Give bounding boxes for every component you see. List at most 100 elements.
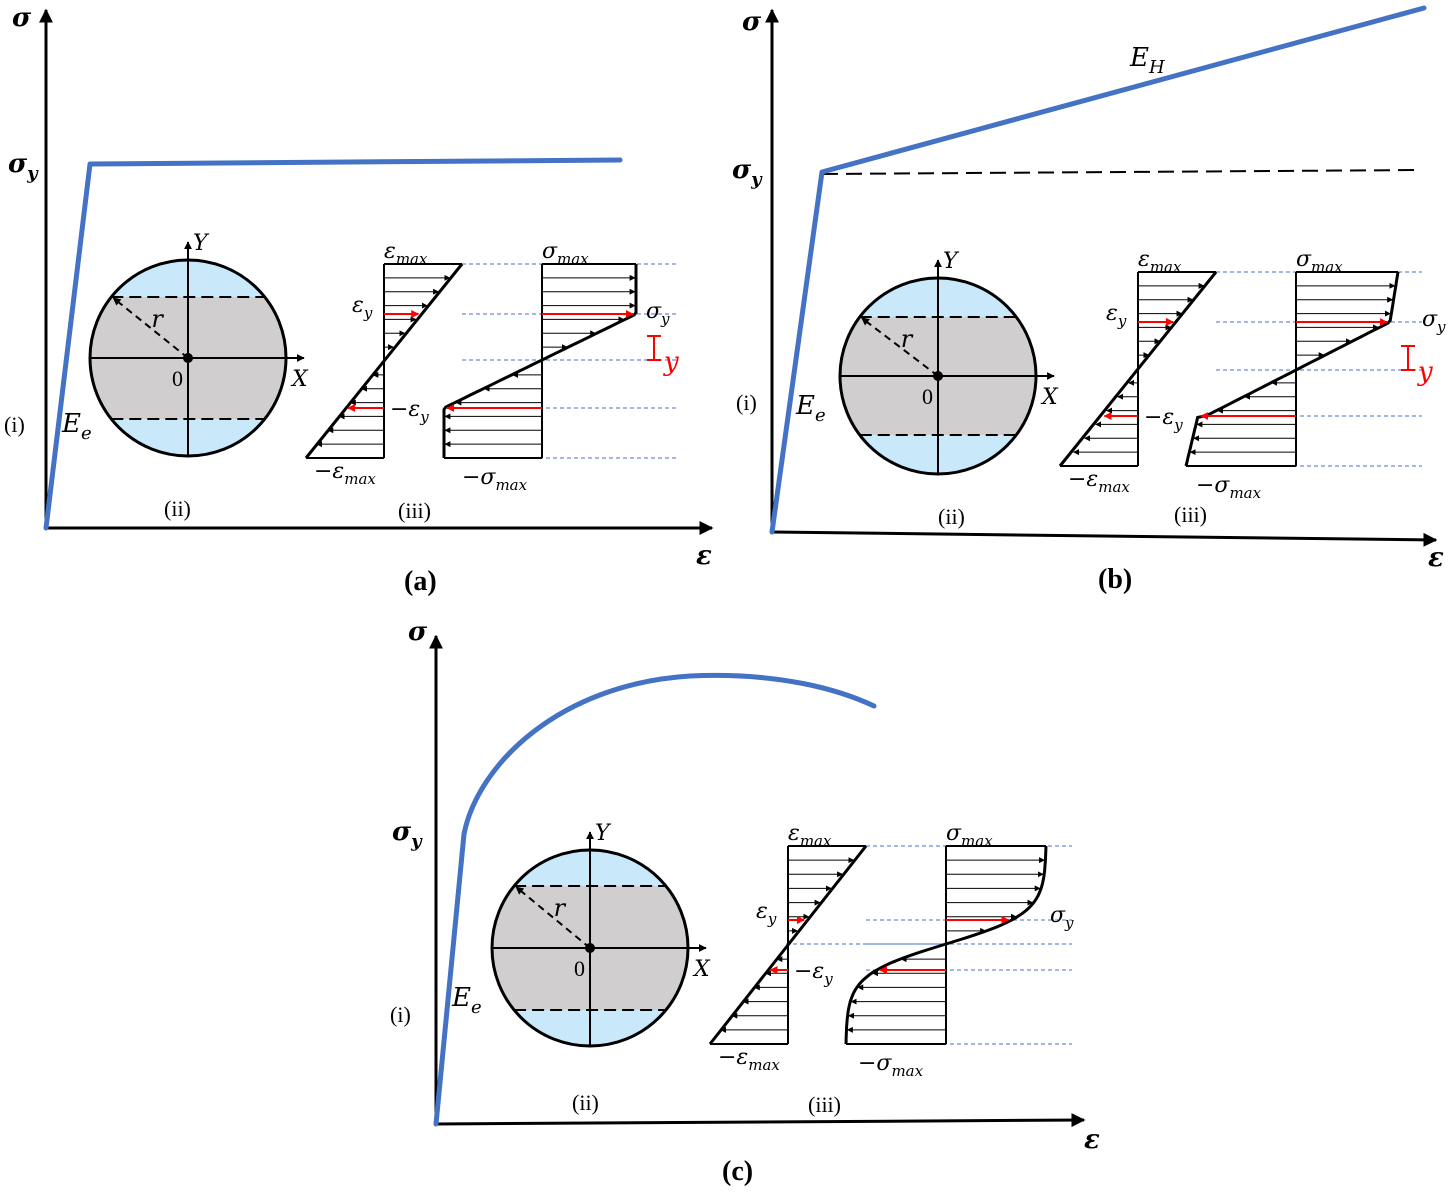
sigma-max-label-sub: max bbox=[961, 832, 993, 850]
strain-diagram: εmax −ε max ε y −εy bbox=[708, 821, 868, 1074]
strain-profile bbox=[1058, 271, 1218, 467]
neg-eps-max-label-sub: max bbox=[344, 470, 376, 488]
label-iii: (iii) bbox=[398, 498, 431, 523]
epsilon-axis bbox=[435, 1113, 1086, 1128]
eps-max-label-main: ε bbox=[788, 821, 800, 846]
neg-sigma-max-label-main: −σ bbox=[858, 1051, 892, 1076]
origin-label: 0 bbox=[922, 384, 933, 409]
red-y-label: y bbox=[663, 347, 679, 377]
caption-a: (a) bbox=[404, 566, 437, 597]
sigma-y-axis-label: σy bbox=[392, 817, 423, 852]
sigma-y-label-main: σ bbox=[1050, 903, 1066, 928]
sigma-max-label-main: σ bbox=[1296, 247, 1312, 272]
strain-profile bbox=[708, 845, 868, 1045]
eps-y-label-sub: y bbox=[1117, 312, 1127, 330]
sigma-axis-label: σ bbox=[742, 7, 762, 37]
origin-label-main: 0 bbox=[922, 384, 933, 409]
sigma-axis-label-main: σ bbox=[408, 617, 428, 647]
epsilon-axis-label-main: ε bbox=[1084, 1125, 1100, 1155]
elastic-modulus-label: Ee bbox=[451, 983, 482, 1018]
elastic-modulus-label-sub: e bbox=[471, 997, 482, 1018]
y-axis-label-main: Y bbox=[193, 231, 210, 256]
neg-eps-y-label-sub: y bbox=[419, 408, 429, 426]
elastic-modulus-label-sub: e bbox=[81, 423, 92, 444]
epsilon-axis-label: ε bbox=[696, 541, 712, 571]
hardening-modulus-label-main: E bbox=[1129, 43, 1149, 73]
sigma-axis-label: σ bbox=[408, 617, 428, 647]
cross-section: Y Xr 0 bbox=[88, 231, 309, 458]
neg-sigma-max-label-main: −σ bbox=[1196, 473, 1230, 498]
neg-sigma-max-label-sub: max bbox=[1229, 484, 1261, 502]
y-axis-label-main: Y bbox=[943, 249, 960, 274]
neg-eps-max-label: −εmax bbox=[314, 459, 376, 488]
label-ii: (ii) bbox=[938, 504, 965, 529]
eps-y-label-sub: y bbox=[767, 910, 777, 928]
neg-sigma-max-label-main: −σ bbox=[462, 465, 496, 490]
sigma-y-axis-label-sub: y bbox=[750, 169, 763, 190]
neg-eps-y-label: −εy bbox=[794, 959, 833, 988]
elastic-modulus-label: Ee bbox=[61, 409, 92, 444]
label-ii: (ii) bbox=[572, 1090, 599, 1115]
sigma-max-label: σmax bbox=[542, 239, 589, 268]
eps-y-label: εy bbox=[1106, 301, 1127, 330]
stress-profile bbox=[1184, 271, 1400, 467]
sigma-y-axis-label-sub: y bbox=[410, 831, 423, 852]
sigma-max-label: σmax bbox=[1296, 247, 1343, 276]
origin-label-main: 0 bbox=[172, 366, 183, 391]
sigma-max-label: σmax bbox=[946, 821, 993, 850]
neg-eps-y-label-main: −ε bbox=[390, 397, 420, 422]
sigma-y-axis-label: σy bbox=[732, 155, 763, 190]
label-ii: (ii) bbox=[164, 496, 191, 521]
radius-label: r bbox=[901, 325, 914, 353]
stress-profile bbox=[442, 264, 638, 458]
y-axis-label: Y bbox=[595, 821, 612, 846]
guide-lines bbox=[866, 845, 1072, 1045]
neg-eps-y-label-main: −ε bbox=[794, 959, 824, 984]
neg-sigma-max-label: −σmax bbox=[858, 1051, 924, 1080]
radius-arrow bbox=[515, 886, 591, 949]
radius-label: r bbox=[554, 894, 567, 922]
sigma-y-label-main: σ bbox=[1422, 307, 1438, 332]
neg-sigma-max-label: −σmax bbox=[462, 465, 528, 494]
neg-sigma-max-label-sub: max bbox=[495, 476, 527, 494]
sigma-axis-label-main: σ bbox=[12, 3, 32, 33]
eps-max-label: εmax bbox=[788, 821, 832, 850]
neg-eps-max-label-sub: max bbox=[1098, 478, 1130, 496]
neg-eps-max-label-sub: max bbox=[748, 1056, 780, 1074]
neg-eps-y-label: −εy bbox=[1144, 405, 1183, 434]
y-axis-label: Y bbox=[943, 249, 960, 274]
sigma-y-axis-label-main: σ bbox=[8, 149, 28, 179]
sigma-max-label-main: σ bbox=[946, 821, 962, 846]
sigma-y-axis-label: σy bbox=[8, 149, 39, 184]
hardening-modulus-label: EH bbox=[1129, 43, 1165, 78]
sigma-y-axis-label-main: σ bbox=[732, 155, 752, 185]
epsilon-axis-label: ε bbox=[1428, 543, 1444, 573]
sigma-y-label: σy bbox=[1050, 903, 1074, 932]
neg-eps-y-label-main: −ε bbox=[1144, 405, 1174, 430]
label-i: (i) bbox=[736, 390, 757, 415]
x-axis-label: X bbox=[290, 367, 309, 392]
sigma-axis-label-main: σ bbox=[742, 7, 762, 37]
elastic-modulus-label: Ee bbox=[795, 391, 826, 426]
elastic-modulus-label-main: E bbox=[451, 983, 471, 1013]
y-axis-label: Y bbox=[193, 231, 210, 256]
sigma-max-label-sub: max bbox=[1311, 258, 1343, 276]
epsilon-axis-label: ε bbox=[1084, 1125, 1100, 1155]
label-i: (i) bbox=[390, 1002, 411, 1027]
caption-c: (c) bbox=[722, 1156, 753, 1187]
neg-eps-y-label-sub: y bbox=[1173, 416, 1183, 434]
radius-arrow bbox=[112, 297, 189, 359]
stress-strain-curve bbox=[43, 157, 623, 531]
x-axis-label-main: X bbox=[1040, 385, 1059, 410]
guide-lines bbox=[1216, 271, 1422, 467]
guide-lines bbox=[462, 263, 676, 459]
x-axis-label: X bbox=[692, 957, 711, 982]
sigma-max-label-sub: max bbox=[557, 250, 589, 268]
cross-section: Y Xr 0 bbox=[838, 249, 1059, 476]
neg-eps-y-label: −εy bbox=[390, 397, 429, 426]
